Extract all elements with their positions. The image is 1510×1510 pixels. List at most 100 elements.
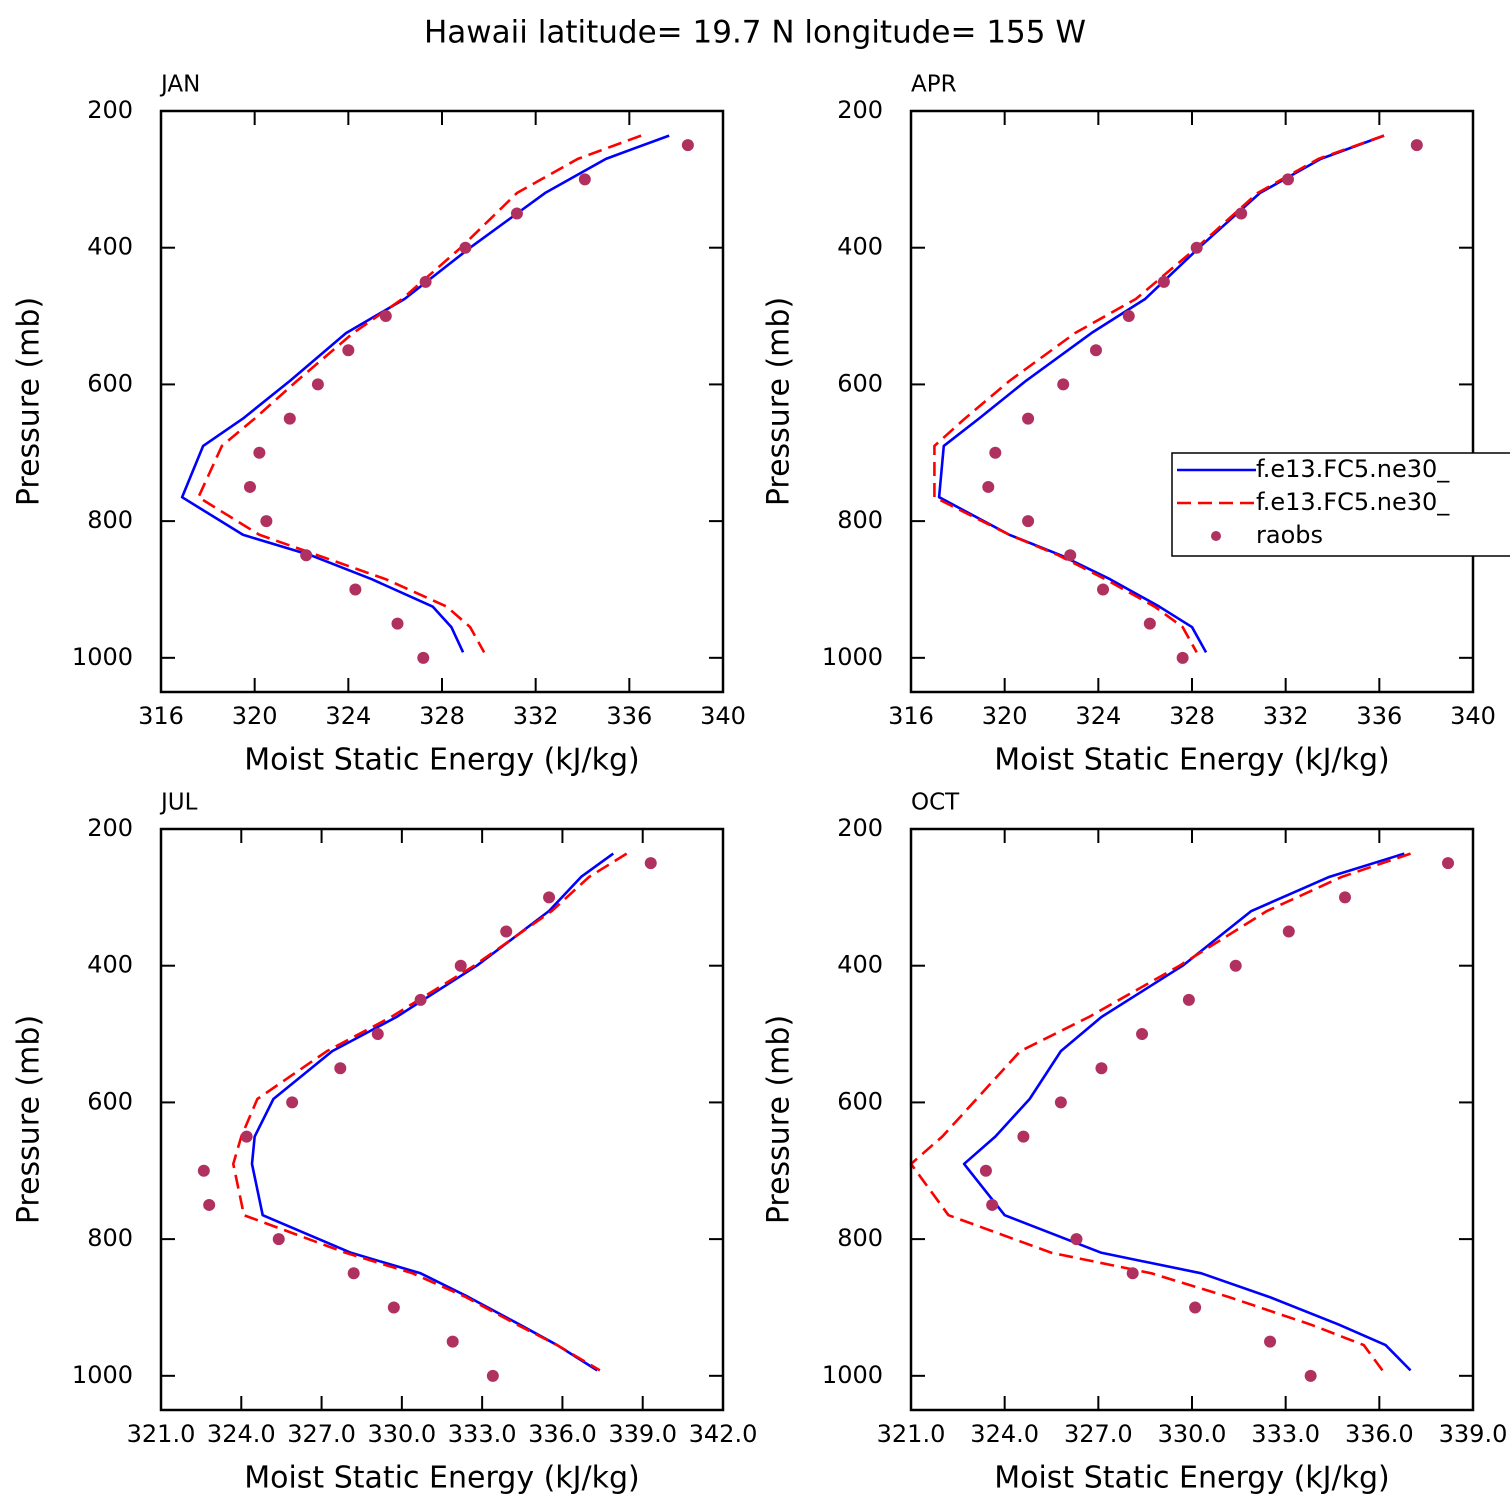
x-tick-label: 336.0: [528, 1420, 597, 1448]
x-tick-label: 320: [982, 702, 1028, 730]
raob-point: [986, 1198, 999, 1211]
x-tick-label: 336: [606, 702, 652, 730]
raob-point: [578, 173, 591, 186]
y-tick-label: 600: [87, 369, 133, 397]
raob-point: [982, 480, 995, 493]
x-axis-label: Moist Static Energy (kJ/kg): [244, 1461, 640, 1496]
raob-point: [1182, 993, 1195, 1006]
series-line: [250, 852, 615, 1372]
raob-point: [1064, 549, 1077, 562]
y-tick-label: 800: [837, 1224, 883, 1252]
y-tick-label: 600: [837, 369, 883, 397]
y-tick-label: 200: [87, 96, 133, 124]
raob-point: [1282, 173, 1295, 186]
x-tick-label: 339.0: [608, 1420, 677, 1448]
raob-point: [342, 344, 355, 357]
x-tick-label: 336: [1356, 702, 1402, 730]
y-tick-label: 200: [87, 814, 133, 842]
raob-point: [1338, 891, 1351, 904]
raob-point: [459, 241, 472, 254]
y-tick-label: 1000: [822, 643, 883, 671]
raob-point: [1089, 344, 1102, 357]
raob-point: [1070, 1233, 1083, 1246]
raob-point: [1057, 378, 1070, 391]
raob-point: [349, 583, 362, 596]
raob-point: [379, 310, 392, 323]
raob-point: [1136, 1028, 1149, 1041]
plot-frame: [159, 109, 725, 694]
x-tick-label: 316: [138, 702, 184, 730]
y-axis-label: Pressure (mb): [762, 1015, 797, 1224]
y-tick-label: 800: [87, 1224, 133, 1252]
raob-point: [1143, 617, 1156, 630]
y-tick-label: 600: [837, 1087, 883, 1115]
legend-marker: [1211, 531, 1221, 541]
series-line: [962, 852, 1412, 1372]
raob-point: [253, 446, 266, 459]
x-tick-label: 327.0: [1064, 1420, 1133, 1448]
x-tick-label: 327.0: [287, 1420, 356, 1448]
x-tick-label: 324: [1075, 702, 1121, 730]
raob-point: [1229, 959, 1242, 972]
x-tick-label: 340: [1450, 702, 1496, 730]
raob-point: [1017, 1130, 1030, 1143]
raob-point: [979, 1164, 992, 1177]
raob-point: [419, 275, 432, 288]
series-line: [937, 134, 1385, 653]
x-tick-label: 333.0: [448, 1420, 517, 1448]
x-tick-label: 336.0: [1345, 1420, 1414, 1448]
raob-point: [454, 959, 467, 972]
raob-point: [311, 378, 324, 391]
y-tick-label: 1000: [72, 1361, 133, 1389]
x-tick-label: 321.0: [127, 1420, 196, 1448]
raob-point: [391, 617, 404, 630]
x-tick-label: 332: [513, 702, 559, 730]
y-tick-label: 600: [87, 1087, 133, 1115]
raob-point: [1095, 1062, 1108, 1075]
y-tick-label: 1000: [72, 643, 133, 671]
x-tick-label: 316: [888, 702, 934, 730]
x-tick-label: 328: [1169, 702, 1215, 730]
raob-point: [1176, 651, 1189, 664]
y-axis-label: Pressure (mb): [762, 297, 797, 506]
legend-label: f.e13.FC5.ne30_: [1256, 455, 1450, 483]
raob-point: [203, 1198, 216, 1211]
panel-title: JUL: [159, 790, 198, 816]
series-line: [909, 852, 1411, 1372]
raob-point: [417, 651, 430, 664]
raob-point: [510, 207, 523, 220]
y-tick-label: 400: [87, 233, 133, 261]
x-tick-label: 328: [419, 702, 465, 730]
raob-point: [283, 412, 296, 425]
x-tick-label: 324.0: [207, 1420, 276, 1448]
raob-point: [1189, 1301, 1202, 1314]
raob-point: [500, 925, 513, 938]
raob-point: [1190, 241, 1203, 254]
raob-point: [197, 1164, 210, 1177]
x-tick-label: 333.0: [1251, 1420, 1320, 1448]
x-axis-label: Moist Static Energy (kJ/kg): [244, 743, 640, 778]
x-tick-label: 324: [325, 702, 371, 730]
raob-point: [1022, 515, 1035, 528]
raob-point: [243, 480, 256, 493]
raob-point: [272, 1233, 285, 1246]
raob-point: [989, 446, 1002, 459]
y-axis-label: Pressure (mb): [12, 297, 47, 506]
panel-title: APR: [911, 72, 957, 98]
y-tick-label: 200: [837, 96, 883, 124]
raob-point: [1122, 310, 1135, 323]
x-tick-label: 340: [700, 702, 746, 730]
plot-frame: [909, 827, 1475, 1412]
raob-point: [1442, 857, 1455, 870]
plot-frame: [909, 109, 1475, 694]
y-tick-label: 400: [87, 951, 133, 979]
y-tick-label: 400: [837, 951, 883, 979]
x-tick-label: 330.0: [1158, 1420, 1227, 1448]
x-tick-label: 342.0: [689, 1420, 758, 1448]
raob-point: [1282, 925, 1295, 938]
raob-point: [644, 857, 657, 870]
x-tick-label: 321.0: [877, 1420, 946, 1448]
raob-point: [681, 139, 694, 152]
raob-point: [347, 1267, 360, 1280]
y-tick-label: 800: [87, 506, 133, 534]
